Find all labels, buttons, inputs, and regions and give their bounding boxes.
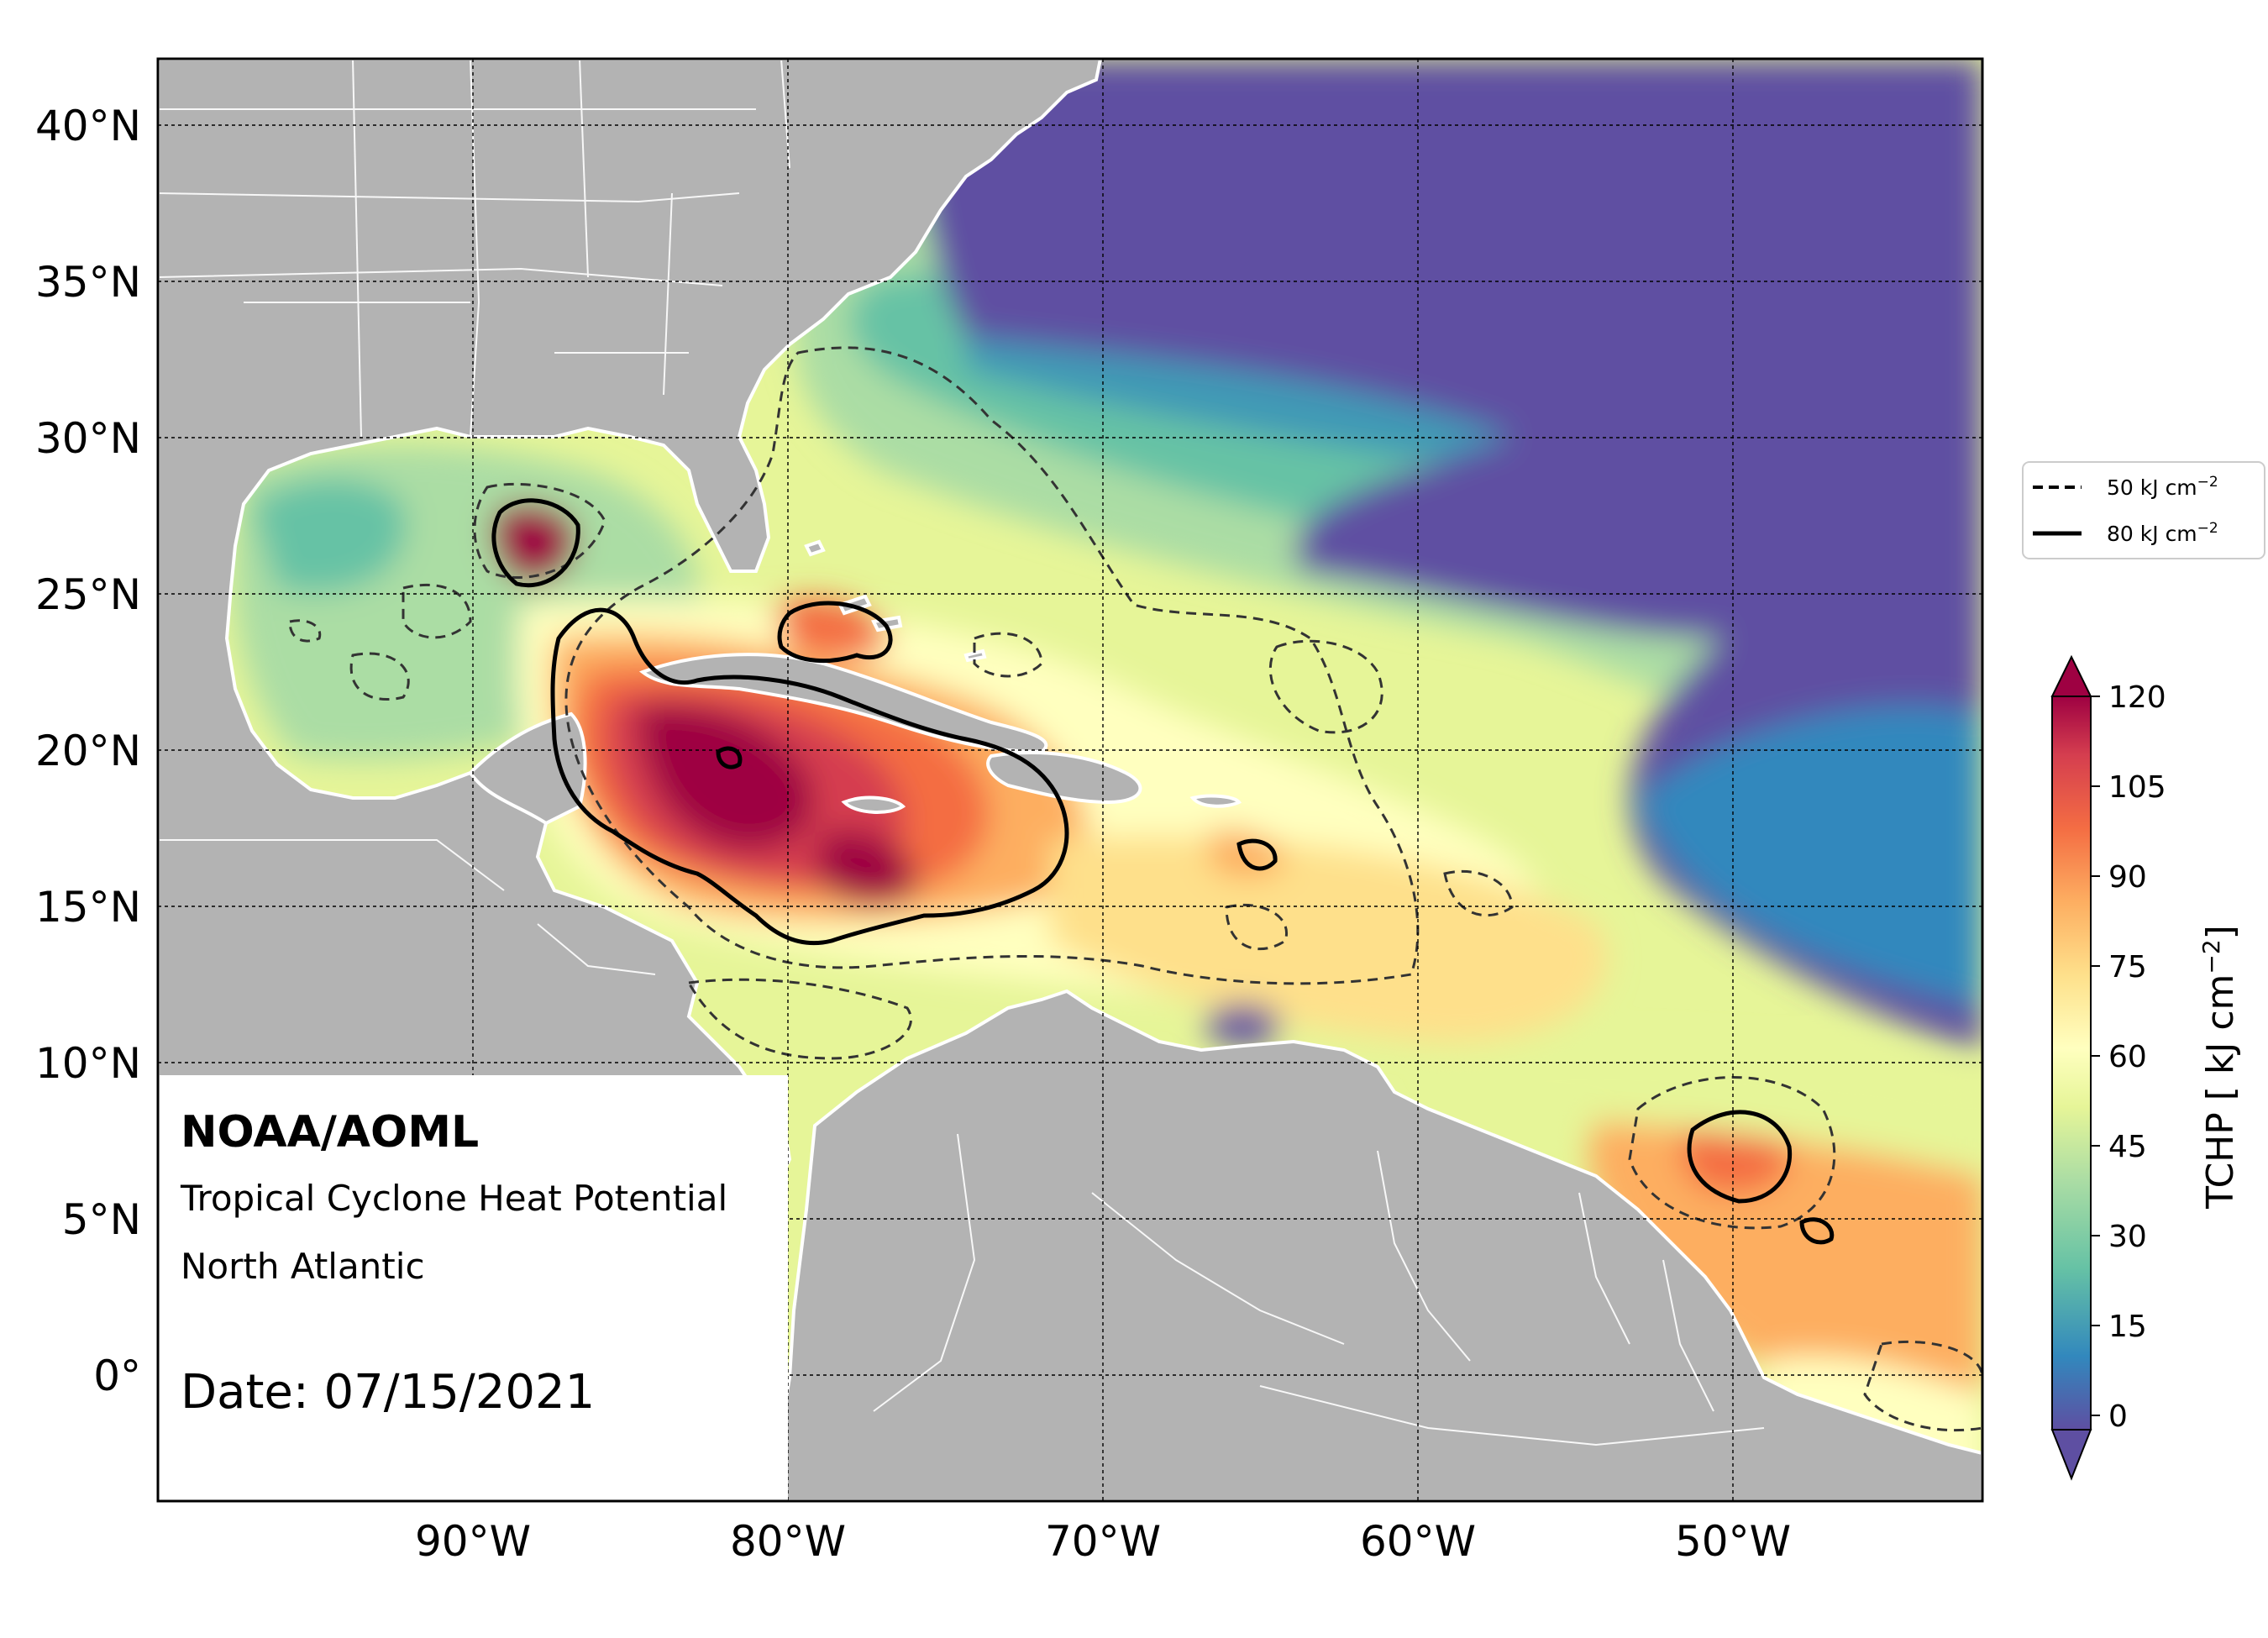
lon-label: 90°W <box>415 1517 531 1566</box>
lat-label: 0° <box>93 1352 141 1400</box>
colorbar-label: TCHP [ kJ cm−2] <box>2197 925 2243 1210</box>
lat-label: 5°N <box>62 1195 141 1244</box>
colorbar-top-arrow <box>2050 654 2092 697</box>
colorbar-tick-label: 15 <box>2108 1310 2147 1344</box>
lon-label: 70°W <box>1045 1517 1161 1566</box>
contour-80 <box>491 498 1835 1245</box>
lat-label: 15°N <box>35 883 141 932</box>
region-label: North Atlantic <box>181 1246 425 1287</box>
colorbar-tick-label: 45 <box>2108 1130 2147 1164</box>
colorbar-body <box>2051 696 2092 1431</box>
tchp-field <box>158 59 1982 1501</box>
colorbar-tick-label: 30 <box>2108 1220 2147 1254</box>
colorbar-tick-label: 90 <box>2108 860 2147 895</box>
lat-label: 10°N <box>35 1039 141 1088</box>
lat-label: 40°N <box>35 102 141 150</box>
lat-label: 30°N <box>35 414 141 463</box>
colorbar-tick-label: 105 <box>2108 770 2166 805</box>
info-box <box>158 1075 788 1501</box>
date-label: Date: 07/15/2021 <box>181 1365 596 1420</box>
lon-label: 80°W <box>730 1517 846 1566</box>
lon-axis: 90°W 80°W 70°W 60°W 50°W <box>415 1517 1791 1566</box>
colorbar-tick-label: 75 <box>2108 950 2147 984</box>
lat-label: 25°N <box>35 570 141 619</box>
political-borders <box>158 59 1765 1446</box>
colorbar: 120 105 90 75 60 45 30 15 0 TCHP [ kJ cm… <box>2050 654 2243 1481</box>
product-title: Tropical Cyclone Heat Potential <box>181 1178 728 1219</box>
lat-label: 35°N <box>35 258 141 307</box>
map-frame <box>156 57 1984 1503</box>
colorbar-tick-label: 120 <box>2108 680 2166 715</box>
legend-entry-50: 50 kJ cm−2 <box>2107 474 2218 500</box>
lat-axis: 40°N 35°N 30°N 25°N 20°N 15°N 10°N 5°N 0… <box>35 102 141 1400</box>
colorbar-tick-label: 60 <box>2108 1040 2147 1074</box>
lon-label: 50°W <box>1675 1517 1791 1566</box>
colorbar-tick-label: 0 <box>2108 1399 2128 1434</box>
lat-label: 20°N <box>35 727 141 775</box>
org-label: NOAA/AOML <box>181 1107 480 1158</box>
colorbar-bottom-arrow <box>2050 1429 2092 1481</box>
colorbar-ticks <box>2091 696 2100 1416</box>
lon-label: 60°W <box>1360 1517 1476 1566</box>
contour-legend: 50 kJ cm−2 80 kJ cm−2 <box>2022 461 2265 559</box>
legend-entry-80: 80 kJ cm−2 <box>2107 520 2218 546</box>
